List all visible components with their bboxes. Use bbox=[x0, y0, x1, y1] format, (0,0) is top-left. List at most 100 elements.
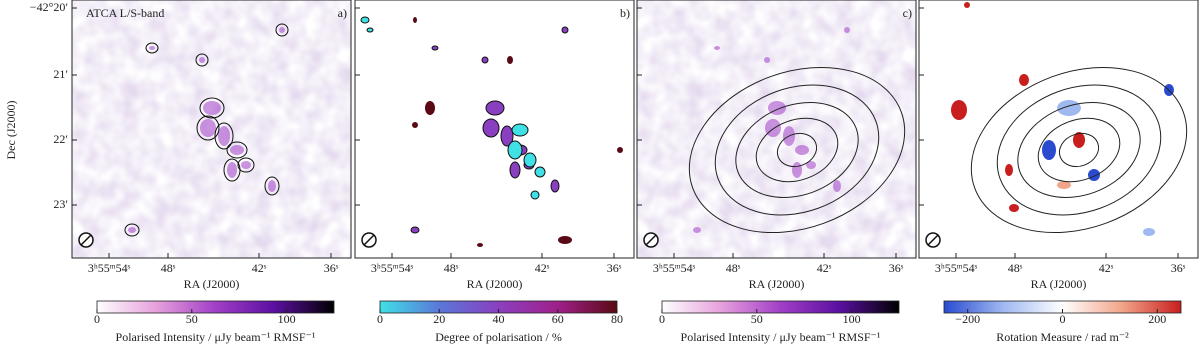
x-tick-label: 48ˢ bbox=[444, 261, 459, 275]
colorbar-label: Polarised Intensity / μJy beam⁻¹ RMSF⁻¹ bbox=[116, 330, 316, 344]
rm-blob bbox=[1019, 74, 1029, 86]
contour bbox=[996, 84, 1162, 216]
emission-blob bbox=[534, 166, 546, 178]
panel-image bbox=[355, 0, 634, 258]
contour bbox=[735, 102, 859, 198]
rm-blob bbox=[1073, 132, 1085, 148]
colorbar-tick-label: 0 bbox=[659, 312, 665, 326]
emission-blob bbox=[410, 226, 420, 234]
contour bbox=[196, 115, 220, 141]
colorbar-tick-label: 40 bbox=[493, 312, 505, 326]
x-tick-label: 48ˢ bbox=[726, 261, 741, 275]
emission-blob bbox=[227, 162, 237, 178]
panel-label: c) bbox=[903, 6, 912, 20]
emission-blob bbox=[200, 119, 216, 137]
contour bbox=[226, 141, 248, 159]
rm-blob bbox=[951, 100, 967, 120]
emission-blob bbox=[149, 46, 155, 50]
beam-axis bbox=[645, 234, 657, 246]
emission-blob bbox=[203, 101, 221, 115]
emission-blob bbox=[558, 236, 572, 244]
colorbar-tick-label: 200 bbox=[1148, 312, 1166, 326]
colorbar-tick-label: 100 bbox=[843, 312, 861, 326]
emission-blob bbox=[511, 123, 529, 137]
contour bbox=[688, 66, 906, 234]
y-tick-label: −42°20′ bbox=[30, 0, 69, 14]
emission-blob bbox=[477, 243, 483, 247]
panel-image bbox=[72, 0, 351, 258]
colorbar bbox=[96, 300, 335, 314]
colorbar-tick-label: 100 bbox=[278, 312, 296, 326]
beam-axis bbox=[363, 234, 375, 246]
rm-blob bbox=[1057, 100, 1081, 116]
panel-image bbox=[919, 0, 1198, 258]
x-tick-label: 36ˢ bbox=[607, 261, 622, 275]
x-tick-label: 42ˢ bbox=[1099, 261, 1114, 275]
y-axis-label: Dec (J2000) bbox=[4, 101, 18, 160]
x-tick-label: 42ˢ bbox=[535, 261, 550, 275]
panel-background bbox=[919, 0, 1198, 258]
panel-frame bbox=[636, 0, 917, 259]
emission-blob bbox=[833, 180, 841, 192]
emission-blob bbox=[693, 227, 701, 233]
colorbar-tick-label: 0 bbox=[94, 312, 100, 326]
panel: 3ʰ55ᵐ54ˢ 48ˢ 42ˢ 36ˢ RA (J2000) −200 0 200 Rotat… bbox=[918, 0, 1199, 344]
panel: c) 3ʰ55ᵐ54ˢ 48ˢ 42ˢ 36ˢ RA (J2000) 0 50 100 Polar… bbox=[636, 0, 917, 344]
emission-blob bbox=[485, 100, 505, 116]
colorbar-tick-label: 20 bbox=[433, 312, 445, 326]
emission-blob bbox=[500, 125, 514, 147]
emission-blob bbox=[561, 26, 569, 34]
panel: b) 3ʰ55ᵐ54ˢ 48ˢ 42ˢ 36ˢ RA (J2000) 0 20 40 60 80 De… bbox=[354, 0, 635, 344]
emission-blob bbox=[366, 27, 374, 33]
emission-blob bbox=[128, 227, 136, 233]
emission-blob bbox=[523, 152, 537, 168]
emission-blob bbox=[268, 180, 276, 192]
x-tick-label: 42ˢ bbox=[817, 261, 832, 275]
x-axis-label: RA (J2000) bbox=[184, 277, 240, 291]
x-axis-label: RA (J2000) bbox=[749, 277, 805, 291]
panel-frame bbox=[918, 0, 1199, 259]
y-tick-label: 21′ bbox=[53, 67, 68, 81]
contour bbox=[714, 84, 880, 216]
panel-label: b) bbox=[620, 6, 630, 20]
contour bbox=[124, 223, 140, 237]
emission-blob bbox=[412, 122, 418, 128]
emission-blob bbox=[509, 161, 521, 179]
colorbar bbox=[661, 300, 900, 314]
x-axis-label: RA (J2000) bbox=[1031, 277, 1087, 291]
rm-blob bbox=[1009, 204, 1019, 212]
rm-blob bbox=[1005, 164, 1013, 176]
emission-blob bbox=[764, 57, 770, 63]
contour bbox=[1017, 102, 1141, 198]
x-tick-label: 36ˢ bbox=[889, 261, 904, 275]
x-tick-label: 42ˢ bbox=[252, 261, 267, 275]
contour bbox=[145, 42, 159, 54]
emission-blob bbox=[550, 179, 560, 193]
x-tick-label: 3ʰ55ᵐ54ˢ bbox=[88, 261, 131, 275]
x-axis-label: RA (J2000) bbox=[467, 277, 523, 291]
colorbar-tick-label: 0 bbox=[1060, 312, 1066, 326]
y-tick-label: 22′ bbox=[53, 132, 68, 146]
emission-blob bbox=[844, 27, 850, 33]
contour bbox=[970, 66, 1188, 234]
colorbar-label: Polarised Intensity / μJy beam⁻¹ RMSF⁻¹ bbox=[681, 330, 881, 344]
x-tick-label: 3ʰ55ᵐ54ˢ bbox=[935, 261, 978, 275]
x-tick-label: 48ˢ bbox=[1008, 261, 1023, 275]
rm-blob bbox=[1088, 169, 1100, 181]
contour bbox=[776, 132, 818, 168]
annotation: ATCA L/S-band bbox=[86, 6, 164, 20]
emission-blob bbox=[230, 145, 244, 155]
beam-axis bbox=[80, 234, 92, 246]
rm-blob bbox=[1042, 140, 1056, 160]
rm-blob bbox=[964, 2, 970, 8]
emission-blob bbox=[795, 145, 809, 155]
contour bbox=[1058, 132, 1100, 168]
x-tick-label: 36ˢ bbox=[1171, 261, 1186, 275]
contour bbox=[275, 23, 289, 37]
emission-blob bbox=[431, 45, 439, 51]
y-tick-label: 23′ bbox=[53, 197, 68, 211]
colorbar-tick-label: 50 bbox=[751, 312, 763, 326]
rm-blob bbox=[1057, 181, 1071, 189]
